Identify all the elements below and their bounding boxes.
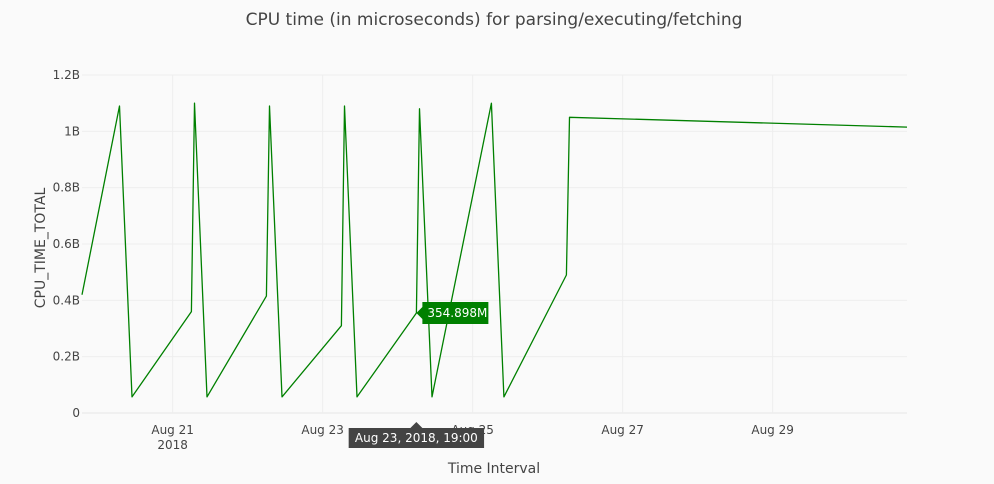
hover-date-tooltip: Aug 23, 2018, 19:00	[348, 422, 485, 448]
y-tick-label: 1B	[64, 124, 80, 138]
series-layer[interactable]	[81, 102, 908, 398]
hover-value-box	[416, 302, 489, 325]
x-tick-label: Aug 21	[151, 423, 194, 437]
chart-title: CPU time (in microseconds) for parsing/e…	[246, 10, 743, 30]
x-tick-label: Aug 23	[301, 423, 344, 437]
hover-date-box	[348, 422, 485, 448]
hover-value-tooltip: 354.898M	[416, 302, 489, 325]
y-tick-label: 0.6B	[53, 237, 80, 251]
hover-date-label: Aug 23, 2018, 19:00	[355, 431, 478, 445]
x-tick-label: Aug 29	[751, 423, 794, 437]
y-tick-label: 1.2B	[53, 68, 80, 82]
x-tick-label: Aug 27	[601, 423, 644, 437]
x-axis-title: Time Interval	[447, 461, 540, 477]
y-tick-label: 0.8B	[53, 181, 80, 195]
y-tick-label: 0	[72, 406, 80, 420]
series-line[interactable]	[81, 102, 908, 398]
y-axis-ticks: 0 0.2B 0.4B 0.6B 0.8B 1B 1.2B	[53, 68, 80, 420]
y-tick-label: 0.2B	[53, 350, 80, 364]
x-tick-sublabel: 2018	[157, 438, 188, 452]
hover-value-label: 354.898M	[427, 306, 487, 320]
grid	[82, 74, 907, 414]
hover-tooltips: 354.898M Aug 23, 2018, 19:00	[348, 302, 489, 448]
y-tick-label: 0.4B	[53, 293, 80, 307]
y-axis-title: CPU_TIME_TOTAL	[33, 188, 49, 309]
